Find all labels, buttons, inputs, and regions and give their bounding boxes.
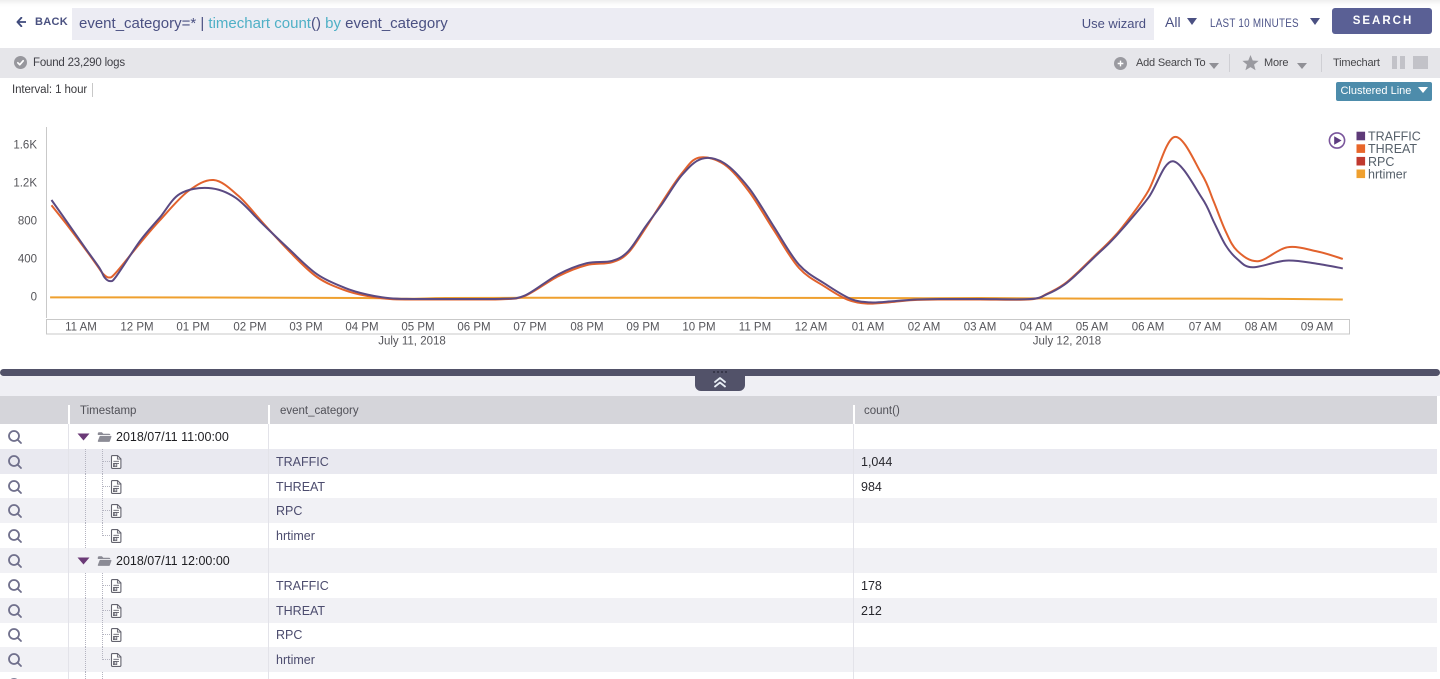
svg-text:11 AM: 11 AM [65, 322, 97, 334]
svg-text:800: 800 [18, 216, 37, 228]
svg-text:03 PM: 03 PM [289, 322, 322, 334]
svg-text:07 AM: 07 AM [1189, 322, 1222, 334]
svg-text:08 PM: 08 PM [570, 322, 603, 334]
svg-text:02 AM: 02 AM [908, 322, 941, 334]
svg-text:04 AM: 04 AM [1020, 322, 1053, 334]
svg-text:RPC: RPC [1368, 155, 1394, 169]
svg-text:1.2K: 1.2K [13, 178, 37, 190]
svg-text:06 PM: 06 PM [457, 322, 490, 334]
svg-text:0: 0 [31, 292, 37, 304]
svg-text:07 PM: 07 PM [513, 322, 546, 334]
svg-text:12 AM: 12 AM [795, 322, 828, 334]
svg-text:08 AM: 08 AM [1245, 322, 1278, 334]
svg-text:03 AM: 03 AM [964, 322, 997, 334]
svg-text:04 PM: 04 PM [345, 322, 378, 334]
svg-text:1.6K: 1.6K [13, 140, 37, 152]
svg-text:hrtimer: hrtimer [1368, 167, 1407, 181]
svg-text:12 PM: 12 PM [120, 322, 153, 334]
svg-text:11 PM: 11 PM [739, 322, 771, 334]
svg-text:09 AM: 09 AM [1301, 322, 1334, 334]
svg-text:05 AM: 05 AM [1076, 322, 1109, 334]
svg-text:02 PM: 02 PM [233, 322, 266, 334]
svg-text:05 PM: 05 PM [401, 322, 434, 334]
svg-text:TRAFFIC: TRAFFIC [1368, 130, 1421, 144]
svg-text:400: 400 [18, 254, 37, 266]
svg-text:01 PM: 01 PM [176, 322, 209, 334]
svg-text:01 AM: 01 AM [852, 322, 885, 334]
svg-text:THREAT: THREAT [1368, 142, 1417, 156]
svg-text:July 12, 2018: July 12, 2018 [1033, 336, 1101, 348]
svg-text:10 PM: 10 PM [682, 322, 715, 334]
svg-text:06 AM: 06 AM [1132, 322, 1165, 334]
svg-text:09 PM: 09 PM [626, 322, 659, 334]
svg-text:July 11, 2018: July 11, 2018 [378, 336, 446, 348]
